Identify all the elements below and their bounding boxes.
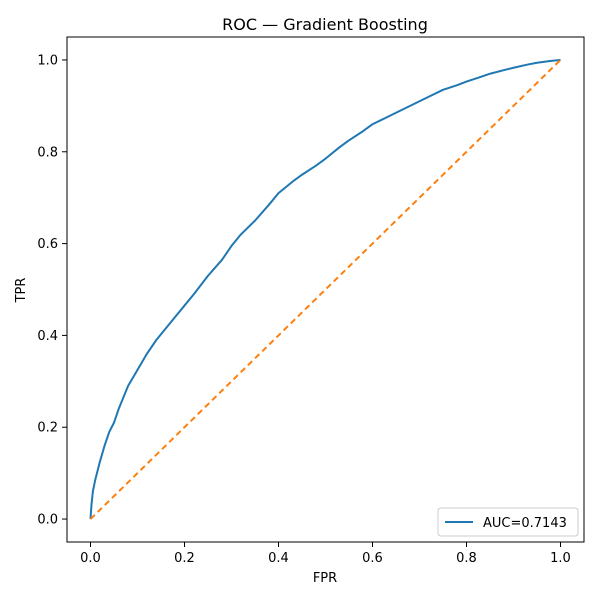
legend-label-auc: AUC=0.7143 <box>483 516 567 531</box>
x-axis-label: FPR <box>313 571 337 586</box>
x-tick-label: 0.6 <box>362 551 383 566</box>
y-tick-label: 1.0 <box>37 53 58 68</box>
y-tick-label: 0.2 <box>37 421 58 436</box>
y-tick-label: 0.6 <box>37 237 58 252</box>
x-tick-label: 0.2 <box>174 551 195 566</box>
legend: AUC=0.7143 <box>437 507 579 537</box>
y-axis-label: TPR <box>14 278 29 304</box>
x-tick-label: 0.8 <box>456 551 477 566</box>
x-tick-label: 1.0 <box>550 551 571 566</box>
y-axis-ticks: 0.0 0.2 0.4 0.6 0.8 1.0 <box>37 53 67 528</box>
axes-frame <box>66 36 585 543</box>
y-tick-label: 0.8 <box>37 145 58 160</box>
roc-curve-line <box>89 58 561 520</box>
legend-box <box>437 507 579 537</box>
y-tick-label: 0.0 <box>37 513 58 528</box>
y-tick-label: 0.4 <box>37 329 58 344</box>
chart-title: ROC — Gradient Boosting <box>222 15 428 34</box>
x-tick-label: 0.4 <box>268 551 289 566</box>
chance-line <box>89 59 562 520</box>
plot-area <box>89 58 562 520</box>
x-axis-ticks: 0.0 0.2 0.4 0.6 0.8 1.0 <box>80 542 571 566</box>
x-tick-label: 0.0 <box>80 551 101 566</box>
